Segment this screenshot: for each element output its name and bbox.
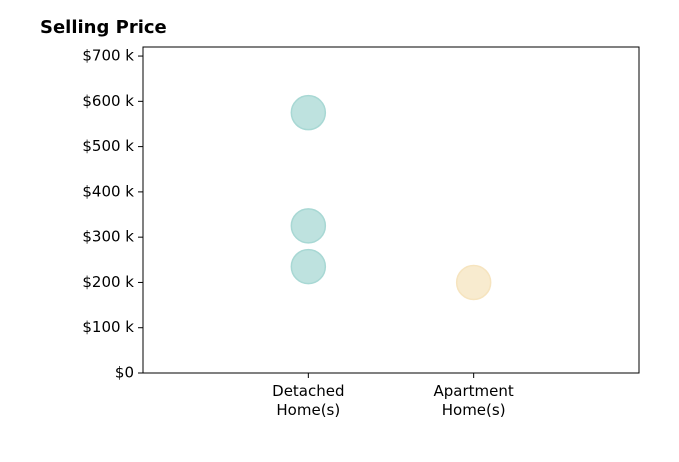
y-tick-label: $700 k (82, 47, 134, 65)
x-tick-label: Apartment Home(s) (433, 382, 514, 419)
point (290, 94, 327, 131)
y-tick-label: $0 (115, 364, 134, 382)
y-tick-label: $600 k (82, 92, 134, 110)
plot-frame (142, 46, 640, 374)
point (290, 248, 327, 285)
x-tick-label: Detached Home(s) (272, 382, 345, 419)
y-tick-label: $100 k (82, 318, 134, 336)
y-tick-label: $500 k (82, 137, 134, 155)
point (290, 208, 327, 244)
y-tick-label: $300 k (82, 228, 134, 246)
point (455, 264, 492, 301)
y-tick-label: $200 k (82, 273, 134, 291)
chart-title: Selling Price (40, 17, 167, 38)
y-tick-label: $400 k (82, 182, 134, 200)
